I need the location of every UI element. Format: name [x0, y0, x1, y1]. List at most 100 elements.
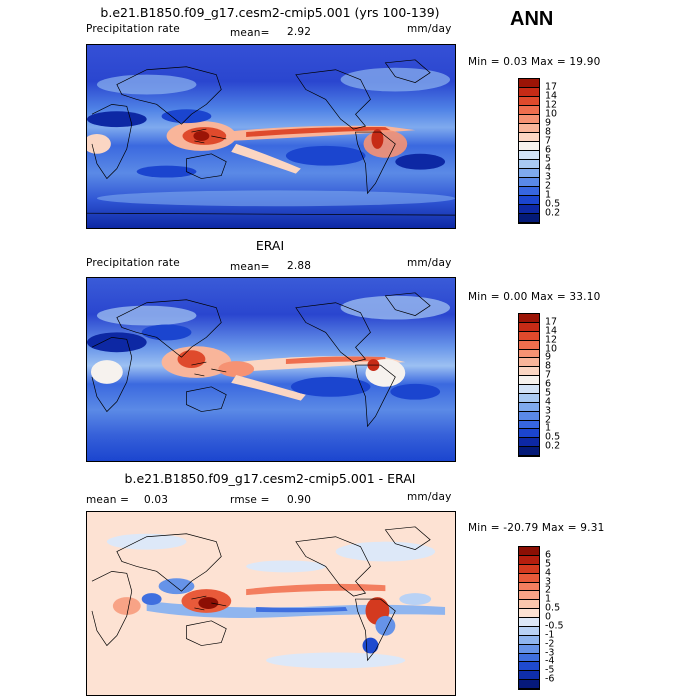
colorbar-tick-label: 7: [545, 135, 552, 147]
colorbar-swatch: [519, 591, 539, 601]
colorbar-swatch: [519, 555, 539, 565]
colorbar-tick-label: 10: [545, 108, 558, 120]
colorbar-tick-label: 1: [545, 422, 552, 434]
colorbar-tick-label: -0.5: [545, 620, 564, 632]
panel-2-variable-label: Precipitation rate: [86, 257, 180, 269]
colorbar-swatch: [519, 447, 539, 456]
colorbar-tick-label: 14: [545, 325, 558, 337]
colorbar-tick-label: -6: [545, 673, 555, 685]
colorbar-swatch: [519, 573, 539, 583]
colorbar-tick-label: 0: [545, 611, 552, 623]
colorbar-tick-label: 6: [545, 144, 552, 156]
colorbar-swatch: [519, 385, 539, 394]
colorbar-swatch: [519, 196, 539, 205]
panel-1-title: b.e21.B1850.f09_g17.cesm2-cmip5.001 (yrs…: [100, 5, 440, 20]
colorbar-tick-label: 12: [545, 99, 558, 111]
panel-3-mean-label: mean =: [86, 494, 130, 506]
colorbar-swatch: [519, 124, 539, 133]
colorbar-swatch: [519, 115, 539, 124]
colorbar-tick-label: 17: [545, 316, 558, 328]
colorbar-tick-label: 8: [545, 126, 552, 138]
colorbar-swatch: [519, 547, 539, 556]
colorbar-tick-label: 14: [545, 90, 558, 102]
colorbar-tick-label: 2: [545, 414, 552, 425]
colorbar-swatch: [519, 205, 539, 214]
colorbar-tick-label: 2: [545, 584, 552, 596]
colorbar-swatch: [519, 662, 539, 672]
colorbar-swatch: [519, 600, 539, 610]
colorbar-tick-label: -3: [545, 647, 555, 658]
colorbar-swatch: [519, 358, 539, 368]
panel-3-title: b.e21.B1850.f09_g17.cesm2-cmip5.001 - ER…: [124, 471, 416, 486]
colorbar-tick-label: -2: [545, 638, 555, 650]
colorbar-swatch: [519, 142, 539, 151]
colorbar-tick-label: 2: [545, 180, 552, 192]
colorbar-tick-label: 4: [545, 567, 552, 579]
colorbar-swatch: [519, 178, 539, 187]
colorbar-swatch: [519, 214, 539, 223]
colorbar-swatch: [519, 151, 539, 160]
panel-2-erai-precip-map: [86, 277, 456, 462]
colorbar-swatch: [519, 644, 539, 654]
colorbar-tick-label: 1: [545, 593, 552, 605]
colorbar-tick-label: 0.2: [545, 207, 561, 219]
colorbar-tick-label: 5: [545, 558, 552, 570]
colorbar-tick-label: 9: [545, 351, 552, 363]
colorbar-swatch: [519, 429, 539, 439]
panel-1-colorbar: [518, 78, 540, 224]
colorbar-tick-label: 7: [545, 369, 552, 381]
panel-1-mean-label: mean=: [230, 27, 270, 39]
colorbar-swatch: [519, 420, 539, 430]
panel-3-difference-map: [86, 511, 456, 696]
colorbar-swatch: [519, 680, 539, 689]
panel-2-title: ERAI: [255, 238, 285, 253]
colorbar-tick-label: 8: [545, 360, 552, 372]
colorbar-tick-label: -5: [545, 664, 555, 676]
panel-1-units: mm/day: [407, 23, 452, 35]
colorbar-swatch: [519, 653, 539, 663]
colorbar-tick-label: 5: [545, 153, 552, 165]
colorbar-swatch: [519, 322, 539, 332]
colorbar-tick-label: 3: [545, 576, 552, 587]
panel-1-model-precip-map: [86, 44, 456, 229]
colorbar-swatch: [519, 106, 539, 115]
panel-3-rmse-value: 0.90: [287, 494, 312, 506]
colorbar-tick-label: 17: [545, 81, 558, 93]
colorbar-tick-label: 6: [545, 549, 552, 561]
colorbar-tick-label: 1: [545, 189, 552, 201]
colorbar-swatch: [519, 411, 539, 421]
colorbar-swatch: [519, 618, 539, 627]
colorbar-swatch: [519, 609, 539, 618]
panel-1-minmax: Min = 0.03 Max = 19.90: [468, 56, 601, 68]
colorbar-tick-label: 5: [545, 387, 552, 399]
colorbar-tick-label: 12: [545, 334, 558, 346]
colorbar-tick-label: 6: [545, 378, 552, 390]
colorbar-swatch: [519, 635, 539, 645]
colorbar-swatch: [519, 438, 539, 448]
panel-3-mean-value: 0.03: [144, 494, 169, 506]
colorbar-swatch: [519, 133, 539, 142]
colorbar-tick-label: 3: [545, 171, 552, 183]
panel-2-mean-value: 2.88: [287, 260, 312, 272]
panel-2-colorbar: [518, 313, 540, 457]
panel-2-units: mm/day: [407, 257, 452, 269]
panel-1-variable-label: Precipitation rate: [86, 23, 180, 35]
colorbar-swatch: [519, 340, 539, 350]
colorbar-swatch: [519, 88, 539, 97]
colorbar-tick-label: 4: [545, 162, 552, 174]
colorbar-swatch: [519, 349, 539, 359]
colorbar-tick-label: 4: [545, 396, 552, 408]
panel-2-minmax: Min = 0.00 Max = 33.10: [468, 291, 601, 303]
colorbar-swatch: [519, 314, 539, 323]
colorbar-swatch: [519, 187, 539, 196]
colorbar-swatch: [519, 97, 539, 106]
colorbar-tick-label: 0.5: [545, 198, 561, 210]
colorbar-swatch: [519, 582, 539, 592]
panel-2-mean-label: mean=: [230, 261, 270, 273]
colorbar-swatch: [519, 393, 539, 403]
panel-3-rmse-label: rmse =: [230, 494, 270, 506]
colorbar-tick-label: 0.5: [545, 602, 561, 614]
panel-3-minmax: Min = -20.79 Max = 9.31: [468, 522, 605, 534]
colorbar-tick-label: 0.2: [545, 440, 561, 452]
colorbar-tick-label: 0.5: [545, 431, 561, 443]
